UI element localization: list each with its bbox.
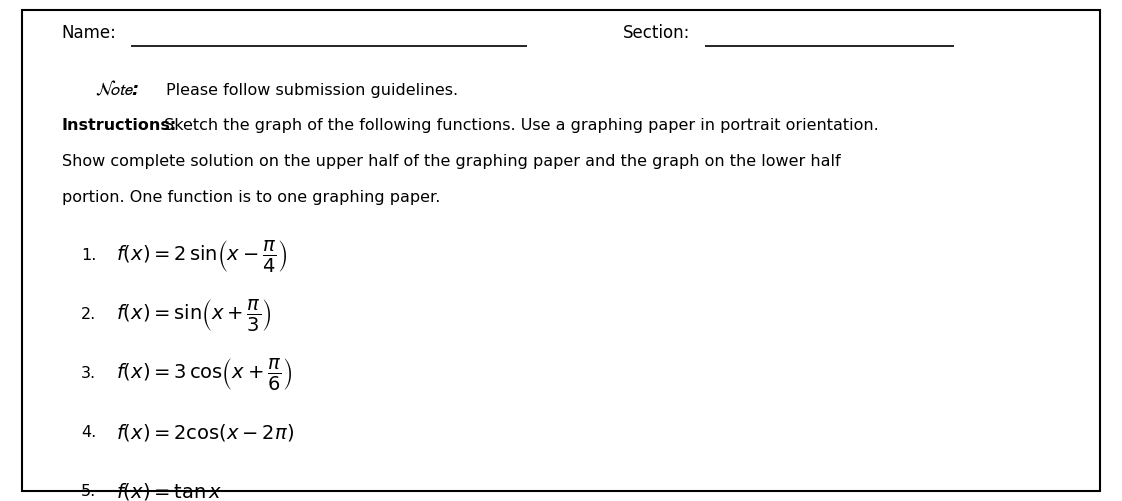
Text: Please follow submission guidelines.: Please follow submission guidelines. <box>166 83 458 98</box>
Text: 4.: 4. <box>81 425 96 440</box>
Text: portion. One function is to one graphing paper.: portion. One function is to one graphing… <box>62 190 440 205</box>
FancyBboxPatch shape <box>22 10 1100 491</box>
Text: 2.: 2. <box>81 307 96 322</box>
Text: Instructions:: Instructions: <box>62 118 177 133</box>
Text: 5.: 5. <box>81 484 96 499</box>
Text: $\mathcal{N\!ote}$:: $\mathcal{N\!ote}$: <box>95 80 140 99</box>
Text: 3.: 3. <box>81 366 95 381</box>
Text: Name:: Name: <box>62 24 117 42</box>
Text: $f(x) = 2\cos(x - 2\pi)$: $f(x) = 2\cos(x - 2\pi)$ <box>116 422 294 443</box>
Text: $f(x) = 2\,\sin\!\left(x - \dfrac{\pi}{4}\right)$: $f(x) = 2\,\sin\!\left(x - \dfrac{\pi}{4… <box>116 237 287 274</box>
Text: $f(x) = 3\,\cos\!\left(x + \dfrac{\pi}{6}\right)$: $f(x) = 3\,\cos\!\left(x + \dfrac{\pi}{6… <box>116 356 292 392</box>
Text: 1.: 1. <box>81 248 96 263</box>
Text: Show complete solution on the upper half of the graphing paper and the graph on : Show complete solution on the upper half… <box>62 154 840 169</box>
Text: Sketch the graph of the following functions. Use a graphing paper in portrait or: Sketch the graph of the following functi… <box>159 118 879 133</box>
Text: $f(x) = \sin\!\left(x + \dfrac{\pi}{3}\right)$: $f(x) = \sin\!\left(x + \dfrac{\pi}{3}\r… <box>116 297 272 333</box>
Text: $f(x) = \tan x$: $f(x) = \tan x$ <box>116 481 222 501</box>
Text: Section:: Section: <box>623 24 690 42</box>
